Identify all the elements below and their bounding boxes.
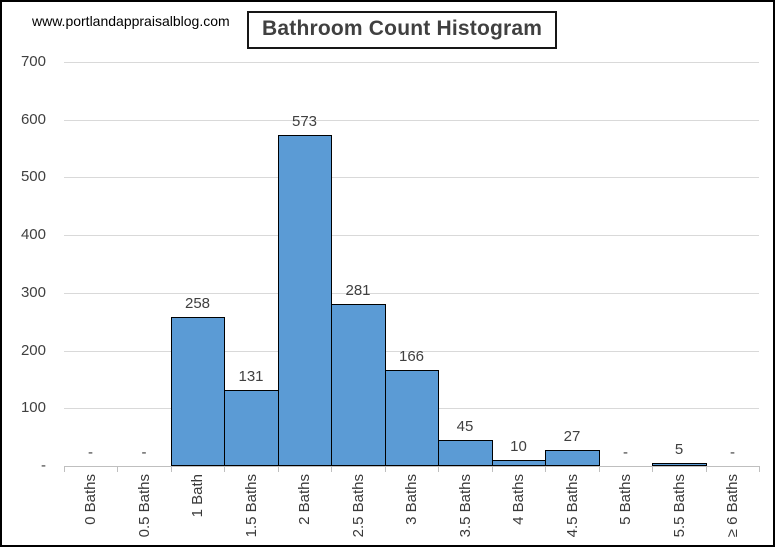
x-axis-category-label: 0.5 Baths: [117, 474, 171, 545]
histogram-bar-4-5-baths: [545, 450, 600, 466]
x-axis-category-label: 4.5 Baths: [545, 474, 599, 545]
x-axis-tick: [706, 467, 707, 472]
x-axis-category-label: 2.5 Baths: [331, 474, 385, 545]
x-axis-tick: [492, 467, 493, 472]
x-axis-category-text: 0.5 Baths: [135, 474, 153, 538]
x-axis-category-label: 5 Baths: [599, 474, 652, 545]
x-axis-tick: [438, 467, 439, 472]
histogram-bar-3-baths: [385, 370, 439, 466]
y-gridline: [64, 62, 759, 63]
x-axis-category-text: 1 Bath: [189, 474, 206, 518]
x-axis-category-text: 3 Baths: [403, 474, 420, 525]
x-axis-tick: [64, 467, 65, 472]
x-axis-category-text: 5 Baths: [617, 474, 634, 525]
y-gridline: [64, 293, 759, 294]
histogram-bar-1-bath: [171, 317, 225, 466]
x-axis-line: [64, 466, 760, 467]
bar-value-label: -: [623, 444, 628, 461]
histogram-bar-3-5-baths: [438, 440, 493, 466]
histogram-bar-2-baths: [278, 135, 332, 466]
x-axis-category-label: 4 Baths: [492, 474, 545, 545]
bar-value-label: 166: [398, 348, 425, 365]
y-gridline: [64, 235, 759, 236]
x-axis-category-label: 1.5 Baths: [224, 474, 278, 545]
y-axis-tick-label: 700: [20, 53, 46, 70]
x-axis-category-text: 2.5 Baths: [349, 474, 367, 538]
bar-value-label: 131: [238, 368, 264, 385]
bar-value-label: -: [730, 444, 735, 461]
bar-value-label: 27: [563, 428, 581, 445]
x-axis-tick: [545, 467, 546, 472]
bar-value-label: 258: [184, 295, 211, 312]
histogram-bar-2-5-baths: [331, 304, 386, 466]
x-axis-category-label: 3 Baths: [385, 474, 438, 545]
histogram-bar-4-baths: [492, 460, 546, 466]
x-axis-tick: [117, 467, 118, 472]
x-axis-category-label: 1 Bath: [171, 474, 224, 545]
bar-value-label: 5: [674, 441, 684, 458]
bar-value-label: -: [141, 444, 147, 461]
bar-value-label: -: [88, 444, 93, 461]
x-axis-category-text: 4 Baths: [510, 474, 527, 525]
x-axis-category-text: 2 Baths: [296, 474, 313, 525]
chart-title: Bathroom Count Histogram: [262, 17, 543, 40]
y-axis-tick-label: 300: [20, 284, 46, 301]
x-axis-category-text: 5.5 Baths: [670, 474, 688, 538]
x-axis-tick: [599, 467, 600, 472]
x-axis-category-label: ≥ 6 Baths: [706, 474, 759, 545]
x-axis-tick: [331, 467, 332, 472]
x-axis-tick: [759, 467, 760, 472]
y-gridline: [64, 177, 759, 178]
x-axis-category-label: 2 Baths: [278, 474, 331, 545]
x-axis-category-label: 5.5 Baths: [652, 474, 706, 545]
y-axis-tick-label: 200: [20, 342, 46, 359]
x-axis-category-text: 0 Baths: [82, 474, 99, 525]
x-axis-tick: [385, 467, 386, 472]
chart-title-box: Bathroom Count Histogram: [247, 11, 558, 49]
histogram-bar-1-5-baths: [224, 390, 279, 466]
bar-value-label: 281: [345, 282, 371, 299]
bar-value-label: 45: [456, 418, 474, 435]
y-axis-tick-label: 100: [20, 399, 46, 416]
histogram-bar-5-5-baths: [652, 463, 707, 466]
bar-value-label: 573: [291, 113, 318, 130]
y-axis-tick-label: 600: [20, 111, 46, 128]
y-gridline: [64, 351, 759, 352]
y-axis-tick-label: 400: [20, 226, 46, 243]
y-axis-tick-label: 500: [20, 168, 46, 185]
x-axis-category-text: 4.5 Baths: [563, 474, 581, 538]
x-axis-category-label: 0 Baths: [64, 474, 117, 545]
bar-value-label: 10: [510, 438, 527, 455]
x-axis-tick: [278, 467, 279, 472]
x-axis-category-text: ≥ 6 Baths: [724, 474, 741, 538]
x-axis-tick: [224, 467, 225, 472]
x-axis-category-label: 3.5 Baths: [438, 474, 492, 545]
x-axis-tick: [171, 467, 172, 472]
x-axis-category-text: 3.5 Baths: [456, 474, 474, 538]
x-axis-tick: [652, 467, 653, 472]
y-gridline: [64, 120, 759, 121]
watermark-url: www.portlandappraisalblog.com: [32, 13, 230, 29]
x-axis-category-text: 1.5 Baths: [242, 474, 260, 538]
y-axis-tick-label: -: [41, 457, 46, 474]
